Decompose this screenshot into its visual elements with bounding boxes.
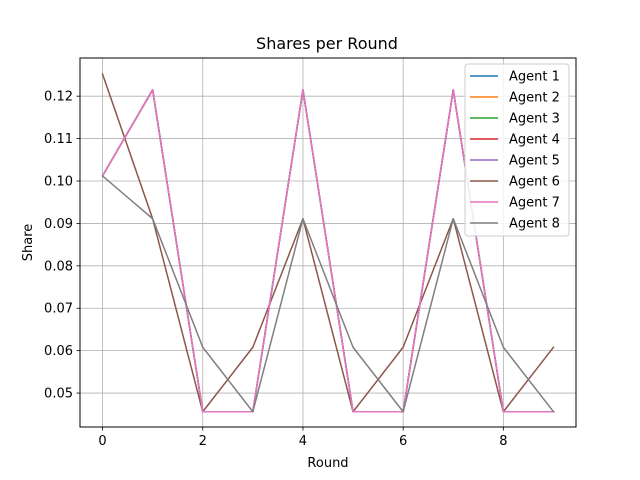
x-tick-label: 4: [299, 434, 307, 449]
legend-label-agent-2: Agent 2: [509, 91, 560, 106]
x-tick-label: 0: [98, 434, 106, 449]
x-tick-label: 8: [499, 434, 507, 449]
legend-box: [464, 63, 570, 237]
series-lines: [101, 73, 555, 413]
y-tick-label: 0.05: [44, 387, 73, 402]
x-axis-label: Round: [307, 456, 348, 471]
axis-ticks: 0 2 4 6 8 0.05 0.06 0.07 0.08 0.09 0.10 0.11 0.12: [44, 90, 507, 449]
legend-label-agent-4: Agent 4: [509, 133, 560, 148]
legend-label-agent-3: Agent 3: [509, 112, 560, 127]
legend-label-agent-6: Agent 6: [509, 175, 560, 190]
y-tick-label: 0.11: [44, 132, 73, 147]
legend-label-agent-1: Agent 1: [509, 70, 560, 85]
y-tick-label: 0.08: [44, 259, 73, 274]
y-tick-label: 0.09: [44, 217, 73, 232]
legend-label-agent-5: Agent 5: [509, 154, 560, 169]
series-line-agent-8: [101, 174, 555, 413]
y-tick-label: 0.10: [44, 175, 73, 190]
series-line-agent-7: [101, 89, 555, 413]
y-tick-label: 0.06: [44, 344, 73, 359]
series-line-agent-6: [101, 73, 555, 413]
legend-label-agent-8: Agent 8: [509, 217, 560, 232]
legend-label-agent-7: Agent 7: [509, 196, 560, 211]
x-tick-label: 6: [399, 434, 407, 449]
chart-title: Shares per Round: [256, 34, 398, 53]
y-tick-label: 0.07: [44, 302, 73, 317]
legend-entries: Agent 1 Agent 2 Agent 3 Agent 4 Agent 5 Agent…: [470, 70, 560, 232]
y-axis-label: Share: [21, 224, 36, 262]
x-tick-label: 2: [199, 434, 207, 449]
y-tick-label: 0.12: [44, 90, 73, 105]
legend: Agent 1 Agent 2 Agent 3 Agent 4 Agent 5 Agent…: [464, 63, 570, 237]
plot-frame: [79, 57, 577, 428]
